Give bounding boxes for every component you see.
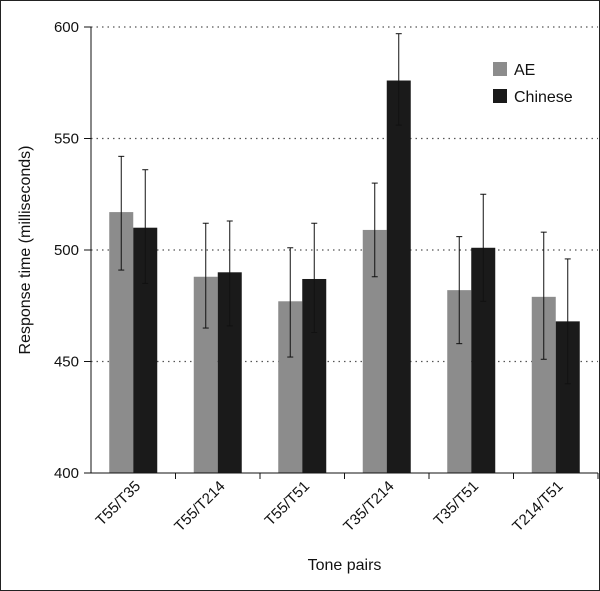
legend-swatch-chinese xyxy=(493,89,507,103)
x-tick-label: T35/T214 xyxy=(340,478,397,535)
y-tick-label: 400 xyxy=(54,465,79,482)
legend-label-chinese: Chinese xyxy=(514,89,573,106)
y-tick-label: 500 xyxy=(54,242,79,259)
y-tick-label: 550 xyxy=(54,131,79,148)
error-bars xyxy=(118,33,571,385)
x-tick-label: T55/T51 xyxy=(262,478,314,530)
bars xyxy=(109,80,580,474)
x-tick-label: T35/T51 xyxy=(431,478,483,530)
legend-swatch-ae xyxy=(493,62,507,76)
x-tick-labels: T55/T35 T55/T214 T55/T51 T35/T214 T35/T51 T21… xyxy=(93,478,567,535)
legend-label-ae: AE xyxy=(514,62,535,79)
gridlines xyxy=(91,26,598,363)
x-tick-label: T55/T35 xyxy=(93,478,145,530)
axes xyxy=(84,26,599,479)
y-tick-labels: 400 450 500 550 600 xyxy=(54,19,79,482)
y-tick-label: 600 xyxy=(54,19,79,36)
x-tick-label: T214/T51 xyxy=(509,478,566,535)
x-axis-label: Tone pairs xyxy=(308,557,382,574)
y-axis-label: Response time (milliseconds) xyxy=(17,146,34,355)
bar-chinese xyxy=(386,80,411,474)
legend: AE Chinese xyxy=(493,62,573,106)
x-tick-label: T55/T214 xyxy=(171,478,228,535)
y-tick-label: 450 xyxy=(54,354,79,371)
